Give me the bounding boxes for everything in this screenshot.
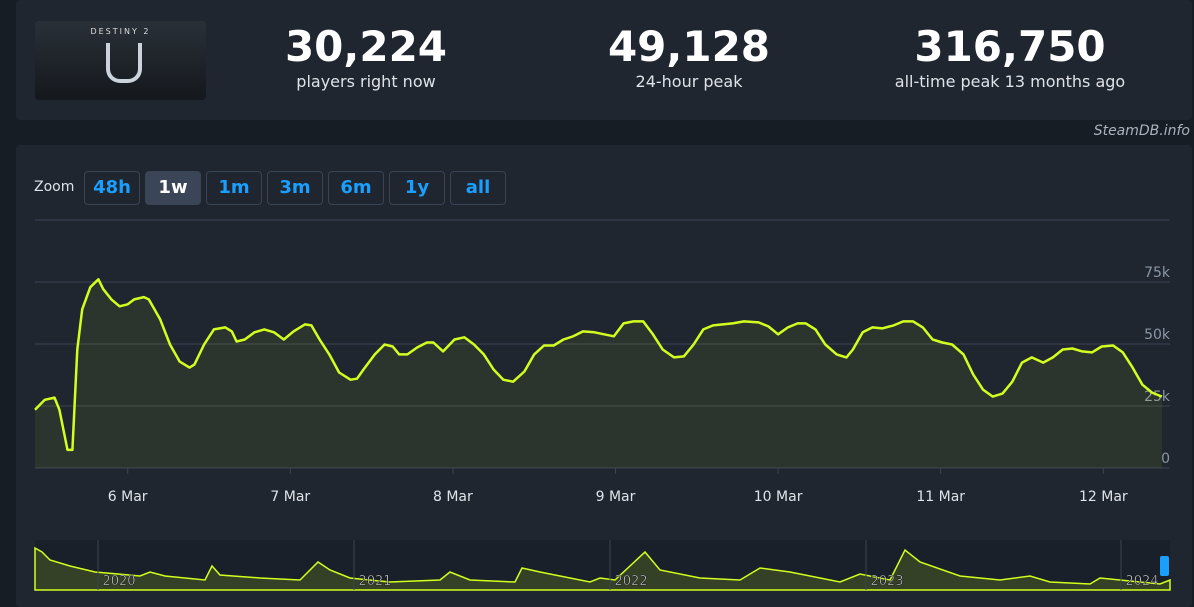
x-tick-label: 7 Mar [270,489,310,505]
x-tick-label: 9 Mar [596,489,636,505]
stat-label: players right now [296,72,436,91]
zoom-button[interactable]: 1y [389,171,445,205]
chart-card [16,145,1192,607]
stat-value: 49,128 [607,22,771,71]
logo-text: DESTINY 2 [90,27,151,36]
zoom-button[interactable]: 6m [328,171,384,205]
stat-label: 24-hour peak [635,72,743,91]
zoom-button[interactable]: 3m [267,171,323,205]
navigator-line [34,546,1171,591]
site-label[interactable]: SteamDB.info [1093,123,1190,139]
stat-label: all-time peak 13 months ago [894,72,1126,91]
zoom-button[interactable]: all [450,171,506,205]
navigator-label: 2022 [614,574,647,589]
logo-emblem [106,43,142,83]
x-tick-label: 10 Mar [754,489,803,505]
navigator-label: 2023 [870,574,903,589]
stat-value: 316,750 [914,22,1106,71]
stat: 316,750 all-time peak 13 months ago [860,22,1160,91]
zoom-label: Zoom [34,179,75,195]
y-tick-label: 0 [1161,451,1170,467]
navigator-label: 2021 [358,574,391,589]
y-tick-label: 75k [1144,265,1171,281]
stat-value: 30,224 [284,22,448,71]
navigator-handle[interactable] [1160,556,1169,576]
x-tick-label: 8 Mar [433,489,473,505]
game-logo[interactable]: DESTINY 2 [35,21,206,100]
line [34,278,1163,452]
stat: 30,224 players right now [216,22,516,91]
x-tick-label: 12 Mar [1079,489,1128,505]
stats-card: DESTINY 2 [16,0,1192,120]
stat: 49,128 24-hour peak [539,22,839,91]
zoom-button[interactable]: 48h [84,171,140,205]
line-area [35,279,1162,468]
x-tick-label: 11 Mar [916,489,965,505]
navigator-label: 2020 [102,574,135,589]
zoom-button[interactable]: 1m [206,171,262,205]
x-tick-label: 6 Mar [108,489,148,505]
zoom-button[interactable]: 1w [145,171,201,205]
navigator-label: 2024 [1125,574,1158,589]
y-tick-label: 50k [1144,327,1171,343]
navigator [35,540,1170,590]
